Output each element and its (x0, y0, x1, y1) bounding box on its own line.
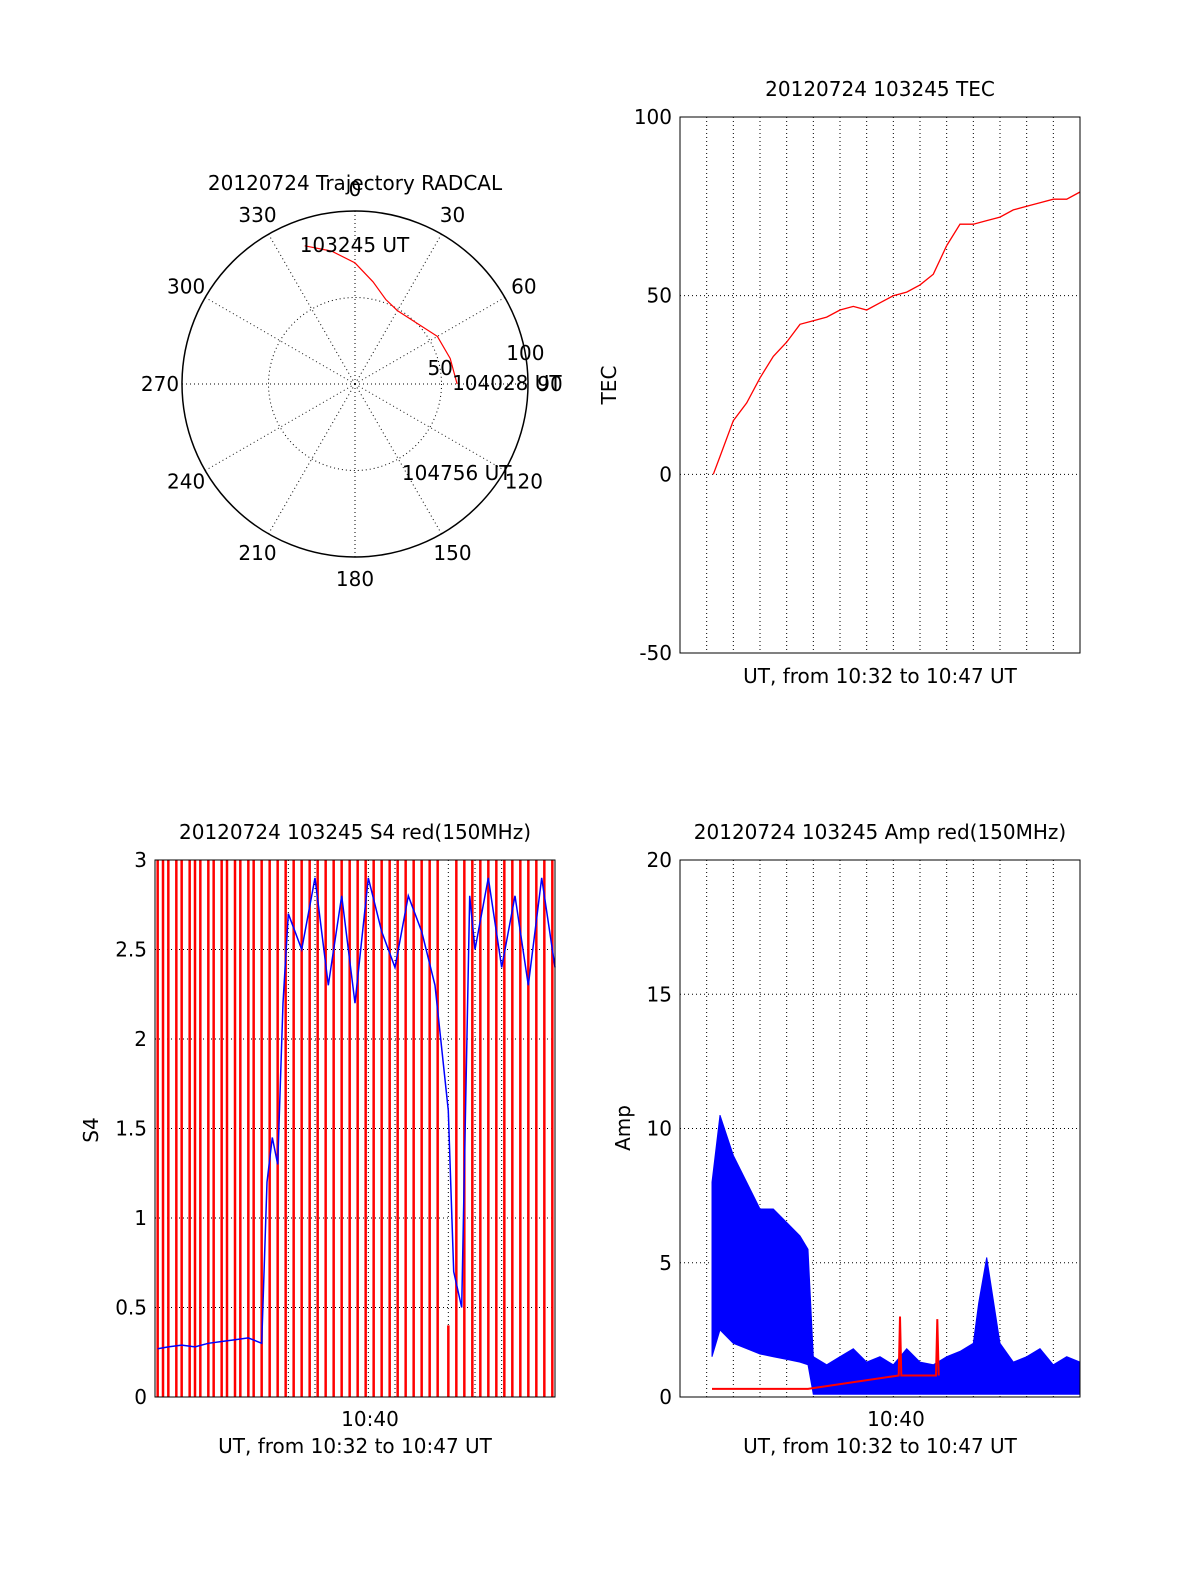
y-tick-label: 5 (659, 1251, 672, 1275)
y-tick-label: 0.5 (115, 1296, 147, 1320)
polar-spoke (204, 297, 356, 385)
polar-spoke (204, 383, 356, 471)
polar-title: 20120724 Trajectory RADCAL (208, 171, 503, 195)
s4-y-ticks: 0 0.5 1 1.5 2 2.5 3 (115, 848, 147, 1409)
polar-azimuth-label: 240 (167, 470, 205, 494)
polar-azimuth-label: 60 (511, 275, 536, 299)
y-tick-label: 1.5 (115, 1117, 147, 1141)
polar-inner-circle (268, 297, 442, 471)
polar-azimuth-label: 0 (349, 177, 362, 201)
y-tick-label: 0 (659, 462, 672, 486)
amp-axes-frame (679, 859, 1081, 1398)
y-tick-label: -50 (639, 641, 672, 665)
polar-azimuth-label: 210 (238, 541, 276, 565)
polar-azimuth-labels: 0 30 60 90 120 150 180 210 240 270 300 330 (141, 177, 563, 591)
tec-y-ticks: -50 0 50 100 (634, 105, 672, 665)
amp-xtick-1040: 10:40 (867, 1407, 925, 1431)
polar-azimuth-label: 90 (537, 372, 562, 396)
amp-red-line (712, 1316, 940, 1390)
s4-xtick-1040: 10:40 (341, 1407, 399, 1431)
polar-spoke (354, 233, 442, 385)
polar-trajectory (304, 245, 458, 385)
polar-panel: 20120724 Trajectory RADCAL 0 30 60 90 120 150… (141, 171, 563, 591)
polar-azimuth-label: 120 (505, 470, 543, 494)
polar-azimuth-label: 300 (167, 275, 205, 299)
amp-blue-envelope (711, 1114, 1081, 1395)
y-tick-label: 10 (647, 1117, 672, 1141)
amp-panel: 20120724 103245 Amp red(150MHz) 0 5 10 15 20… (611, 820, 1081, 1458)
y-tick-label: 1 (134, 1206, 147, 1230)
s4-ylabel: S4 (79, 1117, 103, 1142)
amp-xlabel: UT, from 10:32 to 10:47 UT (743, 1434, 1018, 1458)
polar-azimuth-label: 180 (336, 567, 374, 591)
polar-spoke (268, 233, 356, 385)
s4-blue-line (157, 877, 556, 1350)
amp-y-ticks: 0 5 10 15 20 (647, 848, 672, 1409)
polar-azimuth-label: 150 (433, 541, 471, 565)
polar-radius-label: 100 (506, 341, 544, 365)
y-tick-label: 100 (634, 105, 672, 129)
polar-time-annotation: 103245 UT (300, 233, 410, 257)
s4-axes-frame (154, 859, 556, 1398)
y-tick-label: 20 (647, 848, 672, 872)
tec-line (712, 191, 1081, 475)
y-tick-label: 15 (647, 982, 672, 1006)
polar-time-annotation: 104756 UT (402, 461, 512, 485)
tec-xlabel: UT, from 10:32 to 10:47 UT (743, 664, 1018, 688)
polar-spoke (354, 297, 506, 385)
polar-trajectory-line (304, 245, 458, 385)
polar-spoke (354, 383, 442, 535)
tec-grid (680, 116, 1080, 654)
amp-ylabel: Amp (611, 1105, 635, 1151)
y-tick-label: 50 (647, 284, 672, 308)
polar-radius-label: 50 (427, 356, 452, 380)
amp-series (711, 1114, 1081, 1395)
polar-azimuth-label: 270 (141, 372, 179, 396)
tec-series (712, 191, 1081, 475)
polar-azimuth-label: 330 (238, 203, 276, 227)
tec-axes-frame (679, 116, 1081, 654)
y-tick-label: 2 (134, 1027, 147, 1051)
tec-panel: 20120724 103245 TEC -50 0 50 100 UT, from 1… (597, 77, 1081, 688)
polar-annotations: 103245 UT 104028 UT 104756 UT (300, 233, 563, 485)
s4-grid (155, 859, 555, 1398)
y-tick-label: 3 (134, 848, 147, 872)
polar-time-annotation: 104028 UT (452, 371, 562, 395)
s4-panel: 20120724 103245 S4 red(150MHz) 0 0.5 1 1.5 2… (79, 820, 556, 1458)
tec-ylabel: TEC (597, 366, 621, 406)
tec-title: 20120724 103245 TEC (765, 77, 995, 101)
polar-spoke (268, 383, 356, 535)
polar-spoke (354, 383, 506, 471)
y-tick-label: 0 (134, 1385, 147, 1409)
s4-title: 20120724 103245 S4 red(150MHz) (179, 820, 531, 844)
polar-azimuth-label: 30 (440, 203, 465, 227)
y-tick-label: 0 (659, 1385, 672, 1409)
amp-title: 20120724 103245 Amp red(150MHz) (694, 820, 1066, 844)
polar-radius-labels: 50 100 (427, 341, 544, 380)
polar-grid (181, 210, 529, 558)
s4-series (156, 860, 556, 1397)
s4-xlabel: UT, from 10:32 to 10:47 UT (218, 1434, 493, 1458)
y-tick-label: 2.5 (115, 938, 147, 962)
